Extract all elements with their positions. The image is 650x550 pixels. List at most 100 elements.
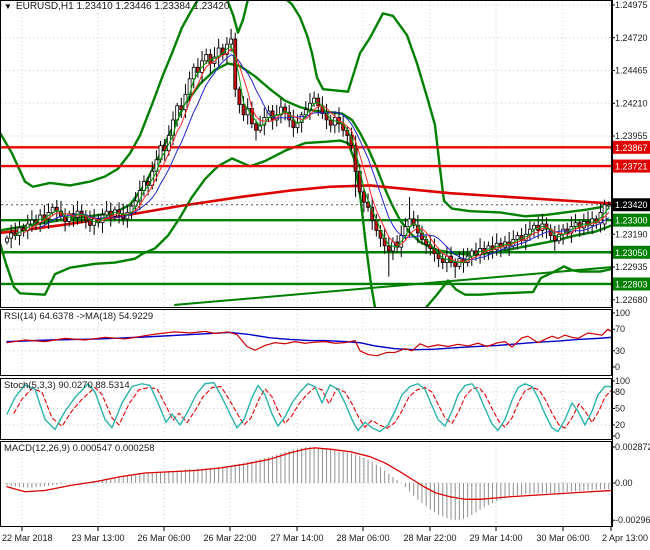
rsi-panel[interactable] — [0, 309, 612, 376]
time-axis-label: 30 Mar 06:00 — [536, 533, 589, 543]
bear-candle — [386, 245, 391, 252]
current-price-badge — [613, 198, 650, 212]
stochastic-indicator-label: Stoch(5,3,3) 90.0270 88.5314 — [4, 380, 130, 391]
bear-candle — [21, 227, 26, 231]
bull-candle — [204, 54, 209, 62]
bear-candle — [453, 262, 458, 267]
macd-axis-label: -0.002968 — [615, 515, 650, 525]
bollinger-upper-band — [1, 1, 611, 218]
stoch-axis-label: 80 — [615, 387, 625, 397]
rsi-axis-label: 0 — [615, 362, 620, 372]
price-axis-label: 1.24465 — [615, 66, 648, 76]
price-axis-label: 1.24975 — [615, 0, 648, 10]
bear-candle — [440, 258, 445, 263]
support-price-badge — [613, 245, 650, 259]
main-price-panel[interactable] — [0, 0, 612, 308]
bear-candle — [283, 106, 287, 113]
price-axis-label: 1.23190 — [615, 229, 648, 239]
bull-candle — [515, 235, 520, 240]
bull-candle — [407, 218, 412, 227]
bear-candle — [54, 206, 59, 212]
time-axis-label: 26 Mar 06:00 — [137, 533, 190, 543]
panel-border — [0, 441, 612, 527]
resistance-price-badge-text: 1.23867 — [615, 143, 648, 153]
bull-candle — [183, 93, 188, 111]
time-axis-label: 27 Mar 14:00 — [270, 533, 323, 543]
rsi-ma-line — [6, 331, 611, 351]
bull-candle — [229, 38, 234, 45]
bull-candle — [104, 210, 109, 216]
bull-candle — [573, 222, 578, 227]
bear-candle — [552, 235, 557, 242]
macd-axis-label: 0.00 — [615, 478, 633, 488]
stoch-k-line — [6, 381, 611, 433]
time-axis-label: 28 Mar 22:00 — [403, 533, 456, 543]
time-axis-label: 28 Mar 06:00 — [336, 533, 389, 543]
bear-candle — [63, 215, 67, 222]
bear-candle — [328, 119, 333, 126]
price-axis-label: 1.23955 — [615, 131, 648, 141]
price-axis-label: 1.24210 — [615, 98, 648, 108]
resistance-price-badge-text: 1.23721 — [615, 162, 648, 172]
bear-candle — [544, 223, 549, 230]
bull-candle — [29, 219, 34, 225]
chart-title-bar: ▼ EURUSD,H1 1.23410 1.23446 1.23384 1.23… — [4, 1, 229, 12]
time-axis[interactable] — [0, 527, 650, 550]
time-axis-label: 26 Mar 22:00 — [203, 533, 256, 543]
ma-fast-green — [14, 45, 610, 264]
bull-candle — [258, 124, 263, 131]
panel-border — [0, 0, 612, 308]
bull-candle — [9, 232, 14, 239]
bull-candle — [606, 204, 611, 207]
price-axis-label: 1.24720 — [615, 33, 648, 43]
bear-candle — [241, 104, 246, 116]
time-axis-label: 23 Mar 13:00 — [71, 533, 124, 543]
symbol-ohlc-title: EURUSD,H1 1.23410 1.23446 1.23384 1.2342… — [15, 1, 230, 12]
price-axis[interactable] — [612, 0, 650, 527]
bull-candle — [557, 233, 561, 242]
bull-candle — [191, 66, 196, 80]
ma-fast-blue — [39, 54, 610, 261]
bear-candle — [254, 123, 258, 131]
panel-border — [0, 309, 612, 376]
support-price-badge-text: 1.23050 — [615, 248, 648, 258]
support-price-badge-text: 1.23300 — [615, 216, 648, 226]
price-axis-label: 1.22935 — [615, 262, 648, 272]
time-axis-label: 22 Mar 2018 — [2, 533, 53, 543]
bull-candle — [532, 224, 536, 230]
macd-axis-label: 0.002872 — [615, 442, 650, 452]
rsi-indicator-label: RSI(14) 64.6378 ->MA(18) 54.9229 — [4, 311, 154, 322]
rsi-axis-label: 70 — [615, 324, 625, 334]
macd-signal-line — [6, 447, 611, 500]
stoch-axis-label: 100 — [615, 376, 630, 386]
price-axis-label: 1.22680 — [615, 295, 648, 305]
rsi-axis-label: 100 — [615, 308, 630, 318]
bull-candle — [312, 97, 317, 104]
bear-candle — [237, 88, 242, 105]
stoch-axis-label: 50 — [615, 404, 625, 414]
bull-candle — [295, 122, 300, 129]
stoch-axis-label: 0 — [615, 431, 620, 441]
rsi-line — [6, 328, 611, 357]
rsi-axis-label: 30 — [615, 346, 625, 356]
support-price-badge — [613, 277, 650, 291]
time-axis-label: 2 Apr 13:00 — [602, 533, 648, 543]
collapse-arrow-icon[interactable]: ▼ — [4, 1, 12, 11]
macd-histogram — [6, 446, 610, 521]
resistance-price-badge — [613, 159, 650, 173]
support-price-badge-text: 1.22803 — [615, 279, 648, 289]
stoch-d-line — [13, 385, 611, 429]
bear-candle — [361, 191, 366, 203]
current-price-badge-text: 1.23420 — [615, 200, 648, 210]
time-axis-label: 29 Mar 14:00 — [469, 533, 522, 543]
bull-candle — [278, 106, 283, 116]
bollinger-lower-band — [1, 139, 611, 307]
resistance-price-badge — [613, 140, 650, 154]
stoch-axis-label: 20 — [615, 420, 625, 430]
bull-candle — [5, 237, 9, 243]
macd-indicator-label: MACD(12,26,9) 0.000547 0.000258 — [4, 443, 155, 454]
bear-candle — [411, 218, 416, 226]
support-price-badge — [613, 213, 650, 227]
